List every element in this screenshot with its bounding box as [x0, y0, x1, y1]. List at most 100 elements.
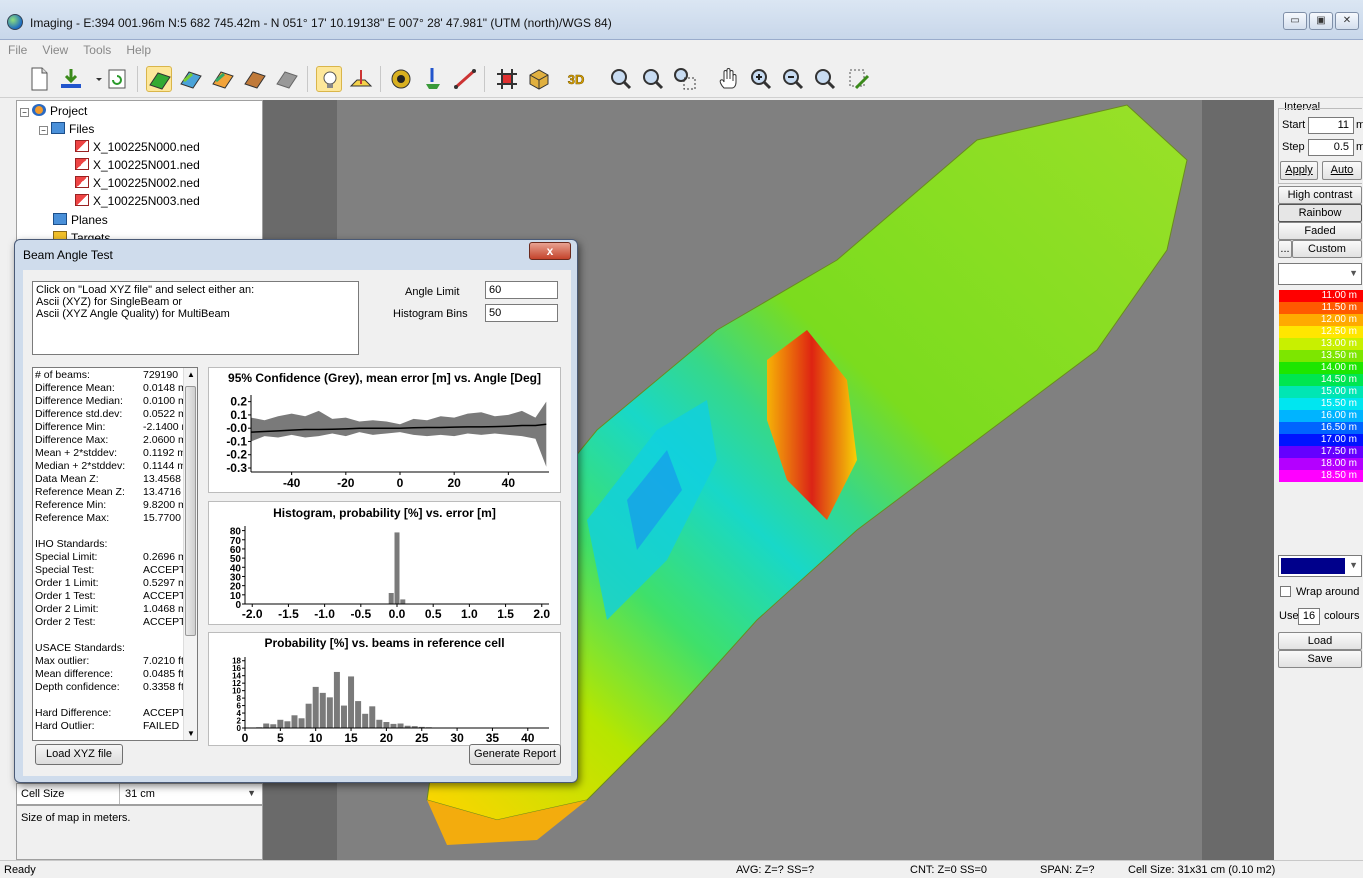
tree-files[interactable]: − Files	[39, 120, 94, 138]
collapse-icon[interactable]: −	[39, 126, 48, 135]
colour-swatch-select[interactable]: ▼	[1278, 555, 1362, 577]
3d-icon[interactable]: 3D	[566, 66, 596, 92]
maximize-button[interactable]: ▣	[1309, 12, 1333, 30]
plane-icon[interactable]	[348, 66, 374, 92]
close-window-button[interactable]: ✕	[1335, 12, 1359, 30]
y-tick-label: 2	[237, 717, 242, 726]
grid-icon[interactable]	[494, 66, 520, 92]
apply-button[interactable]: Apply	[1280, 161, 1318, 180]
load-palette-button[interactable]: Load	[1278, 632, 1362, 650]
scroll-thumb[interactable]	[185, 386, 196, 636]
angle-limit-input[interactable]: 60	[485, 281, 558, 299]
x-tick-label: -0.5	[350, 607, 371, 621]
stat-row: Difference Max: 2.0600 m	[35, 435, 187, 446]
chevron-down-icon: ▼	[1349, 560, 1358, 570]
probability-bar	[340, 705, 347, 728]
refresh-icon[interactable]	[104, 66, 130, 92]
stat-key: Reference Max:	[35, 512, 110, 524]
collapse-icon[interactable]: −	[20, 108, 29, 117]
zoom-region-icon[interactable]	[672, 66, 698, 92]
surface-grey-icon[interactable]	[274, 66, 300, 92]
high-contrast-button[interactable]: High contrast	[1278, 186, 1362, 204]
dropdown-arrow-icon[interactable]	[86, 66, 102, 92]
legend-entry: 16.50 m	[1279, 422, 1363, 434]
ned-file-icon	[75, 140, 89, 152]
probability-bar	[411, 726, 418, 728]
zoom-in-icon[interactable]	[748, 66, 774, 92]
property-row[interactable]: Cell Size 31 cm ▼	[16, 783, 263, 805]
generate-report-button[interactable]: Generate Report	[469, 744, 561, 765]
stat-row: Difference Median: 0.0100 m	[35, 396, 187, 407]
chevron-down-icon[interactable]: ▼	[247, 788, 256, 798]
y-tick-label: -0.1	[226, 434, 247, 448]
wrap-around-checkbox[interactable]	[1280, 586, 1291, 597]
load-xyz-button[interactable]: Load XYZ file	[35, 744, 123, 765]
menu-tools[interactable]: Tools	[83, 43, 112, 57]
stat-row	[35, 695, 185, 706]
legend-entry: 17.50 m	[1279, 446, 1363, 458]
dialog-close-button[interactable]: x	[529, 242, 571, 260]
ned-file-icon	[75, 158, 89, 170]
custom-browse-button[interactable]: ...	[1278, 240, 1292, 258]
tree-file-item[interactable]: X_100225N001.ned	[75, 156, 200, 174]
tree-project[interactable]: − Project	[20, 102, 87, 120]
chart-title: Histogram, probability [%] vs. error [m]	[273, 506, 496, 520]
stat-row: Reference Max: 15.7700 m	[35, 512, 193, 524]
save-palette-button[interactable]: Save	[1278, 650, 1362, 668]
statistics-list[interactable]: # of beams: 729190 Difference Mean: 0.0148 …	[32, 367, 198, 741]
zoom-all-icon[interactable]	[608, 66, 634, 92]
menu-file[interactable]: File	[8, 43, 28, 57]
zoom-fit-icon[interactable]	[640, 66, 666, 92]
stat-row: Order 1 Test: ACCEPTED	[35, 591, 197, 602]
palette-select[interactable]: ▼	[1278, 263, 1362, 285]
histogram-bins-input[interactable]: 50	[485, 304, 558, 322]
zoom-out-icon[interactable]	[780, 66, 806, 92]
tree-file-item[interactable]: X_100225N002.ned	[75, 174, 200, 192]
y-tick-label: 4	[237, 709, 242, 718]
x-tick-label: 20	[380, 731, 394, 745]
statistics-scrollbar[interactable]: ▲ ▼	[183, 368, 197, 740]
surface-brown-icon[interactable]	[242, 66, 268, 92]
edit-icon[interactable]	[846, 66, 872, 92]
probe-icon[interactable]	[420, 66, 446, 92]
auto-button[interactable]: Auto	[1322, 161, 1362, 180]
light-bulb-icon[interactable]	[316, 66, 342, 92]
sphere-icon[interactable]	[388, 66, 414, 92]
step-input[interactable]: 0.5	[1308, 139, 1354, 156]
stat-value: 0.0148 m	[143, 382, 187, 394]
import-icon[interactable]	[58, 66, 84, 92]
tree-file-item[interactable]: X_100225N003.ned	[75, 192, 200, 210]
start-input[interactable]: 11	[1308, 117, 1354, 134]
status-ready: Ready	[4, 864, 36, 876]
survey-swath-lower	[427, 800, 587, 845]
cube-icon[interactable]	[526, 66, 552, 92]
x-tick-label: 25	[415, 731, 429, 745]
property-value[interactable]: 31 cm	[125, 788, 155, 800]
tree-planes[interactable]: Planes	[53, 211, 108, 229]
property-name: Cell Size	[21, 788, 65, 800]
custom-button[interactable]: Custom	[1292, 240, 1362, 258]
new-file-icon[interactable]	[26, 66, 52, 92]
minimize-button[interactable]: ▭	[1283, 12, 1307, 30]
tree-file-item[interactable]: X_100225N000.ned	[75, 138, 200, 156]
x-tick-label: 5	[277, 731, 284, 745]
faded-button[interactable]: Faded	[1278, 222, 1362, 240]
stat-value: 7.0210 ft	[143, 655, 184, 667]
measure-line-icon[interactable]	[452, 66, 478, 92]
stat-row: Order 1 Limit: 0.5297 m	[35, 577, 187, 589]
scroll-down-icon[interactable]: ▼	[187, 729, 195, 738]
stat-value: 0.0485 ft	[143, 668, 184, 680]
probability-bar	[298, 718, 305, 728]
scroll-up-icon[interactable]: ▲	[187, 370, 195, 379]
zoom-1to1-icon[interactable]	[812, 66, 838, 92]
surface-rainbow-icon[interactable]	[210, 66, 236, 92]
stat-key: Order 1 Limit:	[35, 577, 99, 589]
surface-blue-icon[interactable]	[178, 66, 204, 92]
stat-key: Reference Mean Z:	[35, 486, 125, 498]
colour-count-input[interactable]: 16	[1298, 608, 1320, 625]
pan-hand-icon[interactable]	[716, 66, 742, 92]
rainbow-button[interactable]: Rainbow	[1278, 204, 1362, 222]
surface-green-icon[interactable]	[146, 66, 172, 92]
menu-help[interactable]: Help	[126, 43, 152, 57]
menu-view[interactable]: View	[42, 43, 69, 57]
